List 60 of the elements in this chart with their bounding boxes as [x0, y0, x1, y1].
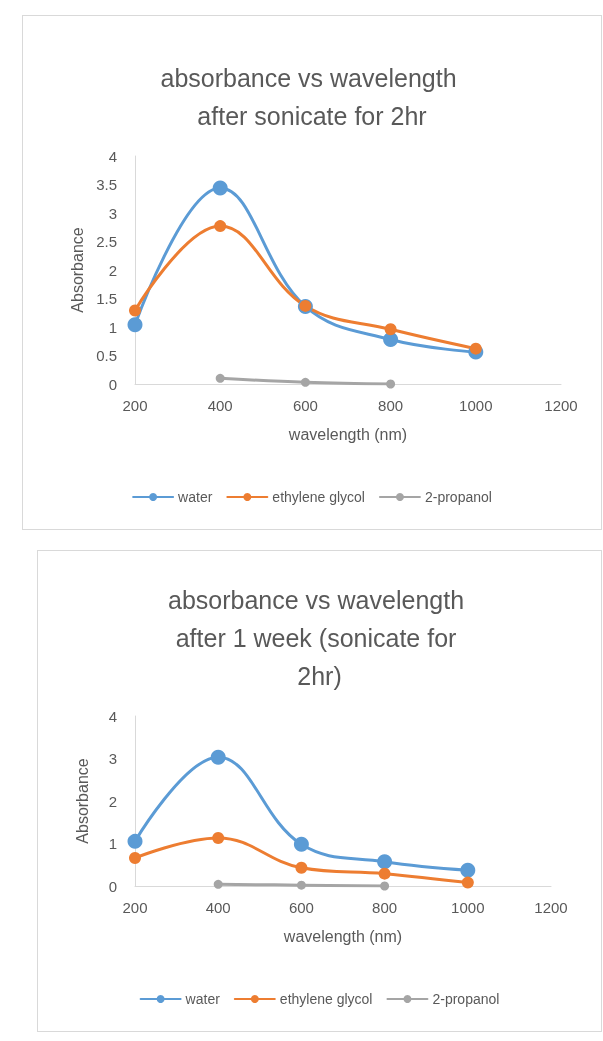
point	[210, 749, 226, 765]
legend-label: ethylene glycol	[272, 489, 365, 505]
y-tick-label: 2	[108, 792, 117, 810]
point	[380, 881, 390, 891]
y-tick-label: 1	[108, 318, 117, 336]
point	[215, 373, 225, 383]
y-tick-label: 1.5	[96, 290, 117, 307]
point	[293, 836, 309, 852]
y-tick-label: 3	[108, 750, 117, 767]
point	[469, 342, 482, 355]
point	[460, 862, 476, 878]
legend-label: water	[177, 489, 213, 505]
x-axis-title: wavelength (nm)	[282, 927, 403, 945]
y-tick-label: 3	[108, 204, 117, 222]
x-tick-label: 800	[372, 899, 398, 916]
legend-label: 2-propanol	[424, 489, 492, 505]
y-axis-title: Absorbance	[68, 227, 86, 313]
point	[213, 879, 223, 889]
y-tick-label: 1	[108, 835, 117, 852]
point	[386, 379, 396, 389]
x-tick-label: 400	[207, 397, 233, 414]
point	[127, 317, 143, 333]
y-tick-label: 3.5	[96, 176, 117, 193]
point	[212, 180, 228, 196]
y-tick-label: 0	[108, 877, 117, 895]
x-tick-label: 1200	[544, 397, 578, 414]
y-tick-label: 4	[108, 707, 117, 725]
x-tick-label: 1000	[451, 899, 485, 916]
x-tick-label: 600	[292, 397, 318, 414]
y-tick-label: 0.5	[96, 347, 117, 364]
y-tick-label: 2	[108, 261, 117, 279]
point	[127, 833, 143, 849]
point	[300, 377, 310, 387]
y-tick-label: 0	[108, 375, 117, 393]
y-tick-label: 4	[108, 147, 117, 165]
x-axis-title: wavelength (nm)	[287, 425, 408, 443]
x-tick-label: 600	[288, 899, 314, 916]
x-tick-label: 1000	[459, 397, 493, 414]
legend-label: 2-propanol	[432, 991, 500, 1007]
point	[129, 304, 141, 317]
point	[129, 851, 141, 864]
x-tick-label: 400	[205, 899, 231, 916]
x-tick-label: 200	[122, 899, 148, 916]
y-axis-title: Absorbance	[73, 758, 91, 844]
x-tick-label: 800	[378, 397, 404, 414]
legend-label: water	[184, 991, 221, 1007]
x-tick-label: 200	[122, 397, 148, 414]
point	[461, 876, 474, 889]
point	[378, 867, 391, 880]
point	[214, 220, 227, 233]
point	[295, 861, 308, 874]
point	[377, 854, 393, 870]
point	[384, 323, 397, 336]
x-tick-label: 1200	[534, 899, 568, 916]
y-tick-label: 2.5	[96, 233, 117, 250]
legend-label: ethylene glycol	[279, 991, 373, 1007]
point	[296, 880, 306, 890]
chart-title: absorbance vs wavelength after sonicate for 2hr	[160, 64, 464, 130]
point	[212, 831, 225, 844]
chart-title: absorbance vs wavelength after 1 week (sonicate for 2hr)	[168, 586, 471, 690]
